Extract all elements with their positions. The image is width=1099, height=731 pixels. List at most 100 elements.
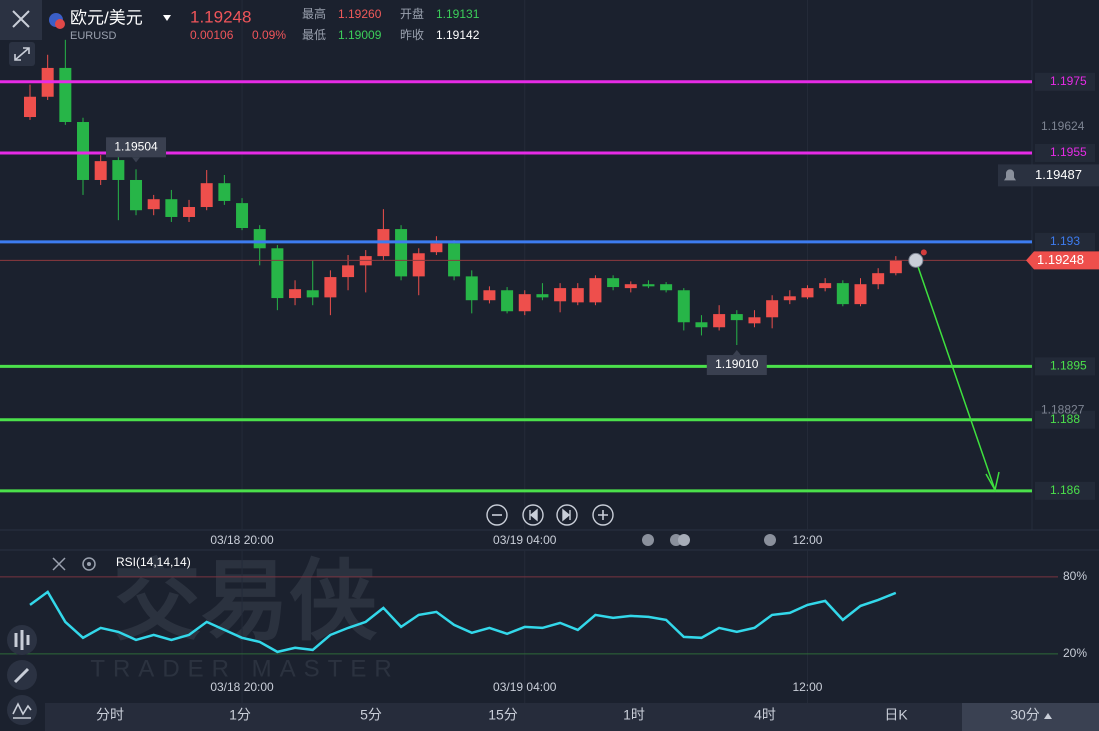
tabs: 分时 1分 5分 15分 1时 4时 日K 30分 <box>96 703 1099 731</box>
stat-value: 1.19131 <box>436 7 480 21</box>
high-marker: 1.19504 <box>114 139 158 153</box>
marker-dot <box>920 249 927 256</box>
stat-label: 开盘 <box>400 6 424 21</box>
level-label: 1.186 <box>1050 483 1080 497</box>
candle-body <box>713 314 726 328</box>
candle-body <box>607 278 620 288</box>
candle-body <box>819 283 832 289</box>
close-indicator[interactable] <box>52 557 66 571</box>
stat-value: 1.19260 <box>338 7 382 21</box>
level-label-box <box>1035 410 1095 429</box>
trend-arrow <box>915 260 996 491</box>
level-label-box <box>1035 232 1095 251</box>
level-label: 1.188 <box>1050 412 1080 426</box>
candle-body <box>766 300 779 318</box>
candle-body <box>94 161 107 180</box>
event-markers <box>642 534 776 546</box>
candle-body <box>854 284 867 305</box>
level-label-box <box>1035 72 1095 91</box>
candle-body <box>165 199 178 217</box>
candle-body <box>465 276 478 301</box>
candle-body <box>289 289 302 299</box>
x-tick-label: 03/18 20:00 <box>210 680 274 694</box>
candle-body <box>677 290 690 323</box>
x-tick-label: 03/19 04:00 <box>493 533 557 547</box>
candle-body <box>730 314 743 321</box>
price-axis-label: 1.18827 <box>1041 402 1085 416</box>
price-plot <box>0 0 1032 530</box>
rsi-line <box>29 590 897 654</box>
event-marker[interactable] <box>678 534 690 546</box>
high-marker-pointer <box>132 157 141 163</box>
scroll-start[interactable] <box>522 504 544 526</box>
stat-value: 1.19142 <box>436 28 480 42</box>
low-marker-pointer <box>732 350 741 356</box>
last-price-marker[interactable] <box>908 252 924 268</box>
candle-body <box>77 122 90 180</box>
y-tick-label: 20% <box>1063 646 1087 660</box>
event-marker[interactable] <box>764 534 776 546</box>
tab[interactable]: 5分 <box>360 707 382 723</box>
scroll-end[interactable] <box>556 504 578 526</box>
price-axis-label: 1.19624 <box>1041 119 1085 133</box>
candle-body <box>571 288 584 303</box>
event-marker[interactable] <box>642 534 654 546</box>
candle-body <box>642 284 655 287</box>
candle-body <box>112 160 125 180</box>
zoom-out[interactable] <box>486 504 508 526</box>
symbol-code: EURUSD <box>70 30 117 42</box>
tab-caret <box>1044 713 1052 719</box>
candle-body <box>783 296 796 301</box>
tab[interactable]: 1分 <box>229 707 251 723</box>
candle-body <box>200 183 213 208</box>
tab-selected-bg <box>962 703 1099 731</box>
candle-body <box>589 278 602 303</box>
alert-label-box[interactable] <box>998 164 1099 187</box>
candle-body <box>342 265 355 278</box>
candle-body <box>395 229 408 277</box>
low-marker-box <box>706 355 767 376</box>
indicator-title: RSI(14,14,14) <box>116 555 191 569</box>
stat-label: 昨收 <box>400 28 424 42</box>
candle-body <box>430 243 443 253</box>
indicator-tool[interactable] <box>7 695 37 725</box>
watermark: 交易侠 TRADER MASTER <box>90 551 391 682</box>
candle-body <box>271 248 284 299</box>
candle-body <box>801 288 814 298</box>
x-tick-label: 12:00 <box>792 680 822 694</box>
change-percent: 0.09% <box>252 28 286 42</box>
tab[interactable]: 4时 <box>754 707 776 723</box>
dropdown-icon[interactable] <box>163 15 171 21</box>
indicator-settings[interactable] <box>82 557 96 571</box>
candle-body <box>501 290 514 312</box>
candle-body <box>536 294 549 298</box>
tab[interactable]: 30分 <box>1010 707 1040 723</box>
level-label: 1.1975 <box>1050 74 1087 88</box>
tab[interactable]: 日K <box>884 707 908 723</box>
overlay: 1.1975 1.1955 1.193 1.1895 1.188 1.186 1.19624… <box>106 72 1099 500</box>
candle-body <box>412 253 425 277</box>
change: 0.00106 <box>190 28 234 42</box>
candle-body <box>889 260 902 274</box>
tab[interactable]: 1时 <box>623 707 645 723</box>
candle-body <box>624 284 637 289</box>
candle-body <box>324 277 337 298</box>
candle-body <box>483 290 496 301</box>
chart-controls <box>486 504 614 526</box>
symbol[interactable]: 欧元/美元 <box>70 8 143 27</box>
last-price: 1.19248 <box>1037 252 1084 267</box>
rsi-panel: 03/18 20:00 03/19 04:00 12:00 80% 20% <box>0 550 1087 703</box>
candle-body <box>748 317 761 324</box>
candle-body <box>147 199 160 210</box>
candle-body <box>448 243 461 277</box>
stat-label: 最低 <box>302 28 326 42</box>
tab[interactable]: 15分 <box>488 707 518 723</box>
candle-body <box>253 229 266 249</box>
x-tick-label: 12:00 <box>792 533 822 547</box>
zoom-in[interactable] <box>592 504 614 526</box>
tab[interactable]: 分时 <box>96 707 124 723</box>
indicator-tool-icon <box>12 702 32 719</box>
level-label: 1.1895 <box>1050 359 1087 373</box>
level-label: 1.193 <box>1050 234 1080 248</box>
